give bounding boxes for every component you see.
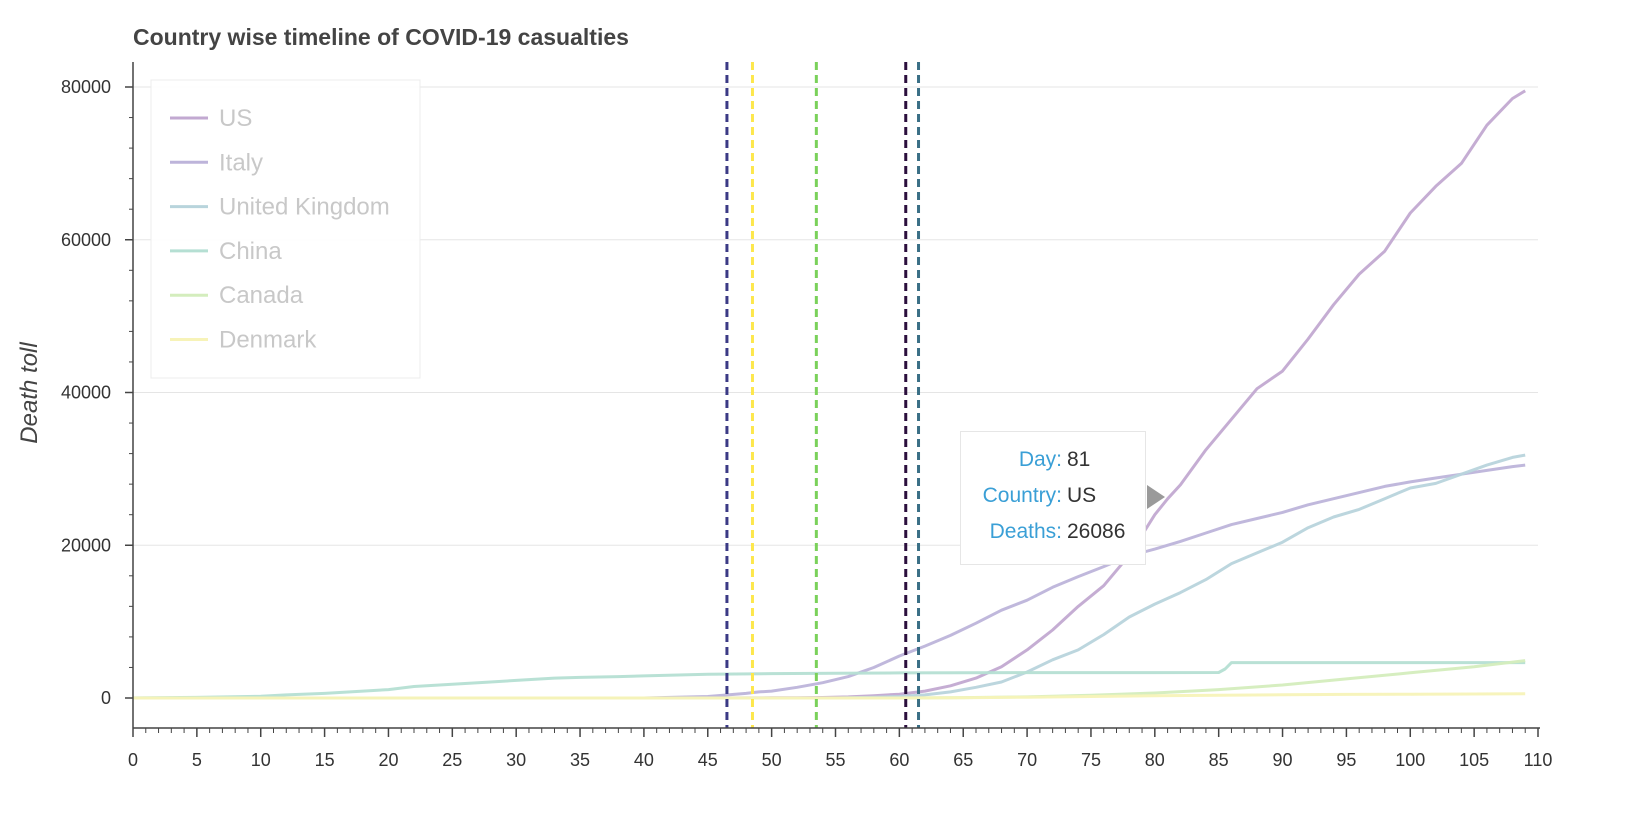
legend[interactable]: US Italy United Kingdom China Canada Denmark — [150, 79, 421, 379]
x-tick-label: 70 — [1017, 750, 1037, 770]
x-tick-label: 95 — [1336, 750, 1356, 770]
legend-item-label[interactable]: US — [219, 105, 252, 132]
x-tick-label: 65 — [953, 750, 973, 770]
x-tick-label: 20 — [378, 750, 398, 770]
x-tick-label: 15 — [315, 750, 335, 770]
legend-box — [150, 79, 421, 379]
tooltip-country-value: US — [1067, 484, 1097, 507]
x-tick-label: 55 — [825, 750, 845, 770]
reference-lines — [725, 62, 921, 728]
tooltip-deaths-row: Deaths: 26086 — [961, 520, 1147, 550]
x-tick-label: 5 — [192, 750, 202, 770]
x-tick-label: 10 — [251, 750, 271, 770]
y-axis-label: Death toll — [16, 342, 43, 444]
legend-item-label[interactable]: Denmark — [219, 327, 317, 354]
series-line-italy — [133, 463, 1526, 700]
x-tick-label: 30 — [506, 750, 526, 770]
legend-item-label[interactable]: United Kingdom — [219, 194, 390, 221]
tooltip-day-value: 81 — [1067, 448, 1091, 471]
legend-item-label[interactable]: Canada — [219, 282, 304, 309]
y-tick-label: 20000 — [61, 535, 111, 555]
x-tick-label: 110 — [1524, 750, 1553, 770]
chart-title: Country wise timeline of COVID-19 casual… — [133, 24, 629, 50]
x-tick-label: 105 — [1459, 750, 1489, 770]
x-tick-label: 80 — [1145, 750, 1165, 770]
tooltip-country-label: Country: — [982, 484, 1062, 507]
legend-item-label[interactable]: Italy — [219, 149, 263, 176]
hover-tooltip: Day: 81 Country: US Deaths: 26086 — [960, 431, 1146, 565]
x-tick-label: 50 — [762, 750, 782, 770]
x-tick-label: 45 — [698, 750, 718, 770]
series-line-united-kingdom — [133, 453, 1526, 700]
plot-area — [132, 89, 1526, 700]
x-tick-label: 90 — [1273, 750, 1293, 770]
x-tick-label: 60 — [889, 750, 909, 770]
y-tick-label: 40000 — [61, 383, 111, 403]
tooltip-deaths-value: 26086 — [1067, 520, 1126, 543]
x-tick-label: 40 — [634, 750, 654, 770]
x-tick-label: 35 — [570, 750, 590, 770]
axes: 0 20000 40000 60000 80000 0 5 10 15 20 25 30 35 40 45 5… — [61, 62, 1552, 770]
x-tick-label: 0 — [128, 750, 138, 770]
x-tick-label: 100 — [1395, 750, 1425, 770]
y-tick-label: 0 — [101, 688, 111, 708]
legend-item-label[interactable]: China — [219, 238, 282, 265]
tooltip-day-label: Day: — [1018, 448, 1062, 471]
y-tick-label: 60000 — [61, 230, 111, 250]
tooltip-day-row: Day: 81 — [961, 448, 1147, 478]
y-tick-label: 80000 — [61, 77, 111, 97]
series-line-china — [132, 661, 1526, 700]
tooltip-country-row: Country: US — [961, 484, 1147, 514]
x-tick-label: 75 — [1081, 750, 1101, 770]
tooltip-pointer-icon — [1147, 485, 1165, 509]
x-tick-label: 85 — [1209, 750, 1229, 770]
x-tick-label: 25 — [442, 750, 462, 770]
tooltip-deaths-label: Deaths: — [989, 520, 1062, 543]
series-line-denmark — [133, 692, 1526, 700]
